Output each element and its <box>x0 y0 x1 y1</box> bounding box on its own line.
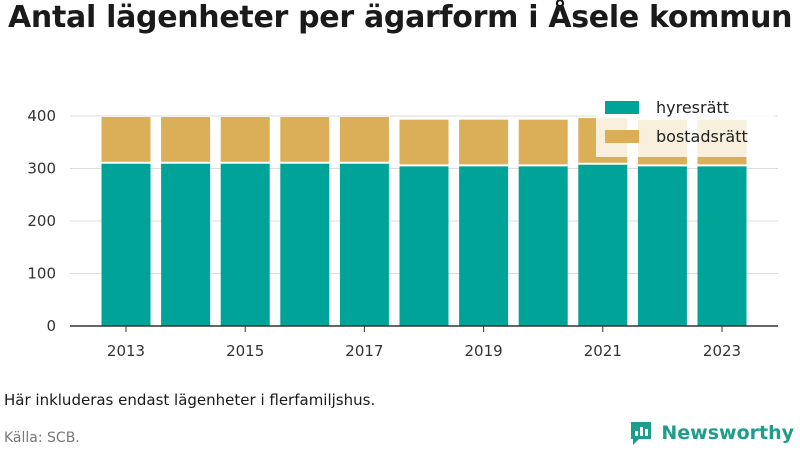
legend-swatch <box>605 101 639 114</box>
legend: hyresrätt bostadsrätt <box>596 93 774 157</box>
bar-bostadsratt-2013 <box>101 117 151 163</box>
brand-name: Newsworthy <box>661 422 794 444</box>
x-axis: 2013 2015 2017 2019 2021 2023 <box>70 325 778 360</box>
x-tick-label: 2019 <box>465 342 503 360</box>
source-text: Källa: SCB. <box>4 430 80 446</box>
x-tick-label: 2013 <box>107 342 145 360</box>
bar-hyresratt-2018 <box>399 165 449 326</box>
stacked-bar-chart: 0 100 200 300 400 2013 2015 2017 2019 2021 2023 h… <box>27 93 778 360</box>
newsworthy-logo-icon <box>631 422 652 445</box>
bar-bostadsratt-2014 <box>161 117 211 163</box>
bar-bostadsratt-2019 <box>459 119 509 166</box>
bar-bostadsratt-2018 <box>399 119 449 166</box>
y-tick-label: 0 <box>46 317 56 335</box>
x-tick-label: 2023 <box>703 342 741 360</box>
bar-hyresratt-2017 <box>339 162 389 326</box>
bar-hyresratt-2015 <box>220 162 270 326</box>
x-tick-label: 2017 <box>345 342 383 360</box>
chart-title: Antal lägenheter per ägarform i Åsele ko… <box>8 0 793 35</box>
y-tick-label: 300 <box>27 160 56 178</box>
bar-hyresratt-2020 <box>518 165 568 326</box>
bar-hyresratt-2022 <box>637 165 687 326</box>
legend-swatch <box>605 130 639 143</box>
brand-logo: Newsworthy <box>629 420 794 446</box>
bar-bostadsratt-2015 <box>220 117 270 163</box>
legend-label: bostadsrätt <box>656 127 748 146</box>
bar-hyresratt-2019 <box>459 165 509 326</box>
legend-label: hyresrätt <box>656 98 729 117</box>
y-tick-label: 200 <box>27 212 56 230</box>
bar-bostadsratt-2016 <box>280 117 330 163</box>
footnote: Här inkluderas endast lägenheter i flerf… <box>4 391 376 409</box>
bar-bostadsratt-2017 <box>339 117 389 163</box>
y-tick-label: 400 <box>27 107 56 125</box>
y-tick-label: 100 <box>27 265 56 283</box>
x-tick-label: 2015 <box>226 342 264 360</box>
bar-hyresratt-2021 <box>578 163 628 326</box>
bar-hyresratt-2023 <box>697 165 747 326</box>
bar-hyresratt-2016 <box>280 162 330 326</box>
bar-hyresratt-2013 <box>101 162 151 326</box>
bar-bostadsratt-2020 <box>518 119 568 166</box>
y-axis: 0 100 200 300 400 <box>27 107 56 335</box>
x-tick-label: 2021 <box>584 342 622 360</box>
bar-hyresratt-2014 <box>161 162 211 326</box>
